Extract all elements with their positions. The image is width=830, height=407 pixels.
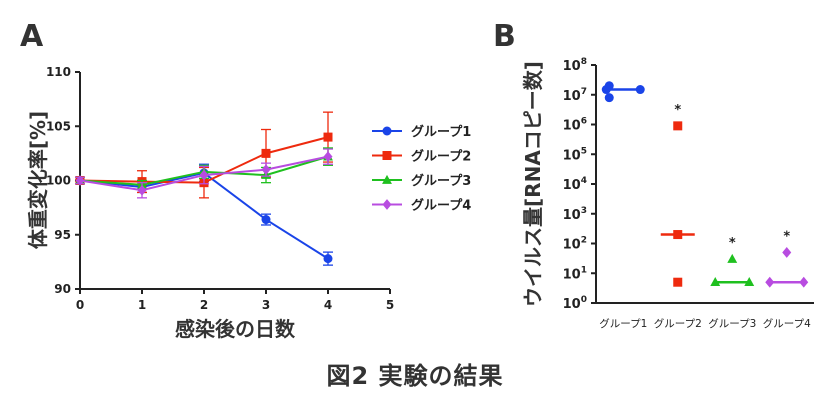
panel-a-data-point bbox=[137, 184, 147, 196]
panel-a-legend-item: グループ1 bbox=[372, 124, 471, 140]
panel-b-viral-load-chart: B ウイルス量[RNAコピー数] 10010110210310410510610… bbox=[493, 19, 814, 330]
panel-b-y-tick-label: 107 bbox=[563, 87, 587, 104]
panel-b-data-point bbox=[765, 276, 775, 288]
panel-a-data-point bbox=[261, 215, 271, 225]
panel-a-legend-label: グループ3 bbox=[411, 173, 471, 189]
panel-b-data-point bbox=[710, 277, 721, 287]
panel-b-data-point bbox=[782, 247, 792, 258]
panel-a-legend-item: グループ4 bbox=[372, 198, 471, 214]
panel-b-y-axis-title: ウイルス量[RNAコピー数] bbox=[521, 61, 545, 307]
panel-a-data-point bbox=[261, 164, 271, 176]
panel-b-y-tick-exponent: 0 bbox=[581, 295, 587, 305]
panel-a-x-tick-label: 1 bbox=[138, 298, 146, 312]
panel-a-legend-label: グループ2 bbox=[411, 149, 471, 165]
panel-a-label: A bbox=[20, 19, 44, 54]
panel-b-data-point bbox=[799, 276, 809, 288]
panel-b-y-tick-exponent: 2 bbox=[581, 236, 587, 246]
panel-a-y-axis-title: 体重変化率[%] bbox=[26, 111, 50, 249]
panel-a-x-tick-label: 2 bbox=[200, 298, 208, 312]
panel-b-y-tick-label: 105 bbox=[563, 146, 587, 163]
panel-a-data-point bbox=[75, 175, 85, 186]
panel-a-data-point bbox=[323, 254, 333, 264]
panel-b-data-point bbox=[673, 230, 683, 240]
panel-b-y-tick-label: 106 bbox=[563, 117, 587, 134]
panel-a-legend-marker bbox=[382, 126, 392, 136]
panel-b-data-point bbox=[673, 277, 683, 287]
panel-b-y-tick-exponent: 1 bbox=[581, 265, 587, 275]
panel-b-x-tick-label: グループ1 bbox=[599, 317, 647, 330]
panel-b-y-tick-label: 102 bbox=[563, 236, 587, 253]
panel-b-data-point bbox=[635, 85, 645, 95]
panel-a-x-tick-label: 5 bbox=[386, 298, 394, 312]
panel-a-data-point bbox=[261, 148, 271, 158]
panel-b-data-point bbox=[604, 93, 614, 103]
panel-a-x-tick-label: 0 bbox=[76, 298, 84, 312]
panel-b-y-tick-exponent: 4 bbox=[581, 176, 587, 186]
panel-a-axes: 90 95 100 105 110 0 1 2 3 4 5 bbox=[46, 65, 394, 312]
panel-a-y-tick-label: 90 bbox=[54, 282, 71, 296]
panel-a-data-point bbox=[199, 169, 209, 181]
panel-b-y-tick-exponent: 8 bbox=[581, 57, 587, 67]
panel-b-y-tick-exponent: 3 bbox=[581, 206, 587, 216]
panel-a-legend: グループ1 グループ2 グループ3 グループ4 bbox=[372, 124, 471, 214]
panel-b-points-layer: * * * bbox=[601, 81, 809, 288]
panel-b-y-tick-exponent: 6 bbox=[581, 117, 587, 127]
panel-b-data-point bbox=[727, 253, 738, 263]
panel-a-legend-item: グループ3 bbox=[372, 173, 471, 189]
panel-a-legend-marker bbox=[382, 199, 392, 210]
panel-a-legend-marker bbox=[382, 174, 392, 184]
panel-b-y-tick-exponent: 7 bbox=[581, 87, 587, 97]
panel-b-y-tick-label: 101 bbox=[563, 265, 587, 282]
panel-a-series-layer bbox=[75, 111, 333, 266]
panel-b-group-2: * bbox=[660, 103, 695, 287]
panel-b-significance-mark: * bbox=[674, 103, 681, 118]
panel-b-y-tick-label: 104 bbox=[563, 176, 587, 193]
panel-b-data-point bbox=[673, 121, 683, 131]
panel-a-series-4 bbox=[75, 148, 333, 199]
panel-a-data-point bbox=[323, 151, 333, 163]
panel-b-data-point bbox=[744, 277, 755, 287]
panel-b-label: B bbox=[493, 19, 516, 54]
panel-a-legend-label: グループ4 bbox=[411, 198, 471, 214]
panel-b-significance-mark: * bbox=[729, 236, 736, 251]
panel-b-group-1 bbox=[601, 81, 645, 103]
panel-b-group-4: * bbox=[765, 229, 809, 288]
panel-a-x-tick-label: 4 bbox=[324, 298, 332, 312]
figure-caption: 図2 実験の結果 bbox=[326, 362, 504, 390]
panel-a-y-tick-label: 100 bbox=[46, 174, 71, 188]
panel-a-legend-label: グループ1 bbox=[411, 124, 471, 140]
panel-a-y-tick-label: 110 bbox=[46, 65, 71, 79]
panel-b-y-tick-label: 103 bbox=[563, 206, 587, 223]
panel-b-x-tick-label: グループ2 bbox=[654, 317, 702, 330]
panel-b-significance-mark: * bbox=[783, 229, 790, 244]
panel-a-weight-change-chart: A 体重変化率[%] 感染後の日数 90 95 100 105 110 0 1 2 3 4 5 グル… bbox=[20, 19, 471, 341]
panel-b-x-tick-label: グループ3 bbox=[708, 317, 756, 330]
panel-a-legend-marker bbox=[382, 151, 392, 160]
panel-a-y-tick-label: 105 bbox=[46, 119, 71, 133]
panel-b-data-point bbox=[604, 81, 614, 91]
panel-b-group-3: * bbox=[710, 236, 755, 287]
panel-b-x-tick-label: グループ4 bbox=[763, 317, 811, 330]
panel-a-x-tick-label: 3 bbox=[262, 298, 270, 312]
panel-b-y-tick-exponent: 5 bbox=[581, 146, 587, 156]
panel-a-x-axis-title: 感染後の日数 bbox=[175, 317, 296, 341]
panel-a-data-point bbox=[323, 132, 333, 142]
panel-b-y-tick-label: 100 bbox=[563, 295, 587, 312]
panel-b-y-tick-label: 108 bbox=[563, 57, 587, 74]
panel-a-y-tick-label: 95 bbox=[54, 228, 71, 242]
panel-a-legend-item: グループ2 bbox=[372, 149, 471, 165]
